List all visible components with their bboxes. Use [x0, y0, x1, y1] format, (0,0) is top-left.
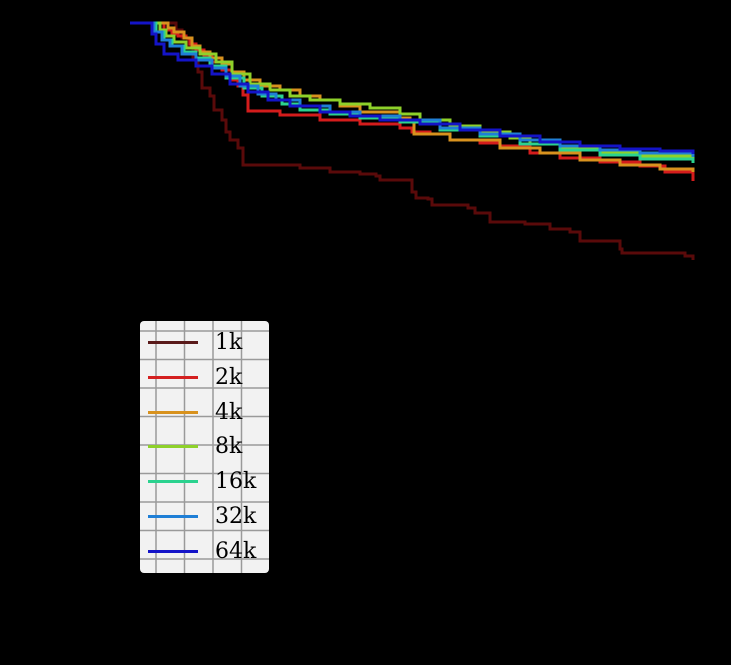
legend-item-16k: 16k	[140, 465, 269, 499]
legend-swatch	[148, 375, 198, 379]
legend-item-1k: 1k	[140, 326, 269, 360]
legend-item-64k: 64k	[140, 535, 269, 569]
legend-label: 32k	[215, 504, 257, 529]
legend-label: 4k	[215, 399, 243, 425]
legend-swatch	[148, 480, 198, 484]
legend-swatch	[148, 515, 198, 518]
legend-swatch	[148, 341, 198, 344]
legend-item-2k: 2k	[140, 361, 269, 395]
legend-label: 64k	[215, 538, 257, 564]
legend-swatch	[148, 549, 198, 553]
legend-label: 16k	[215, 469, 257, 495]
legend-label: 8k	[215, 434, 243, 460]
series-line-1k	[130, 21, 695, 260]
series-lines	[130, 21, 695, 260]
legend-label: 1k	[215, 330, 243, 355]
series-line-16k	[130, 21, 695, 163]
legend-item-32k: 32k	[140, 500, 269, 534]
legend-label: 2k	[215, 364, 243, 390]
legend: 1k 2k 4k 8k 16k 32k 64k	[140, 321, 269, 573]
legend-swatch	[148, 445, 198, 449]
legend-swatch	[148, 410, 198, 414]
series-line-32k	[130, 21, 695, 157]
legend-item-8k: 8k	[140, 430, 269, 464]
series-line-64k	[130, 21, 695, 154]
series-line-8k	[130, 21, 695, 160]
legend-item-4k: 4k	[140, 396, 269, 430]
